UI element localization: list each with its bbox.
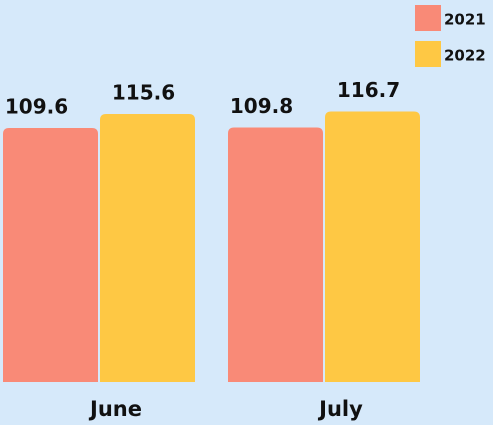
bar xyxy=(100,114,195,382)
legend-label: 2021 xyxy=(444,11,486,29)
value-label: 115.6 xyxy=(112,81,175,105)
bar xyxy=(228,127,323,382)
legend-label: 2022 xyxy=(444,47,486,65)
x-tick-label: July xyxy=(317,397,363,421)
bar xyxy=(3,127,98,382)
legend-swatch xyxy=(415,41,441,67)
legend-swatch xyxy=(415,5,441,31)
value-label: 109.6 xyxy=(5,94,68,118)
value-label: 116.7 xyxy=(337,78,400,102)
x-tick-label: June xyxy=(88,397,142,421)
bar xyxy=(325,111,420,382)
value-label: 109.8 xyxy=(230,94,293,118)
